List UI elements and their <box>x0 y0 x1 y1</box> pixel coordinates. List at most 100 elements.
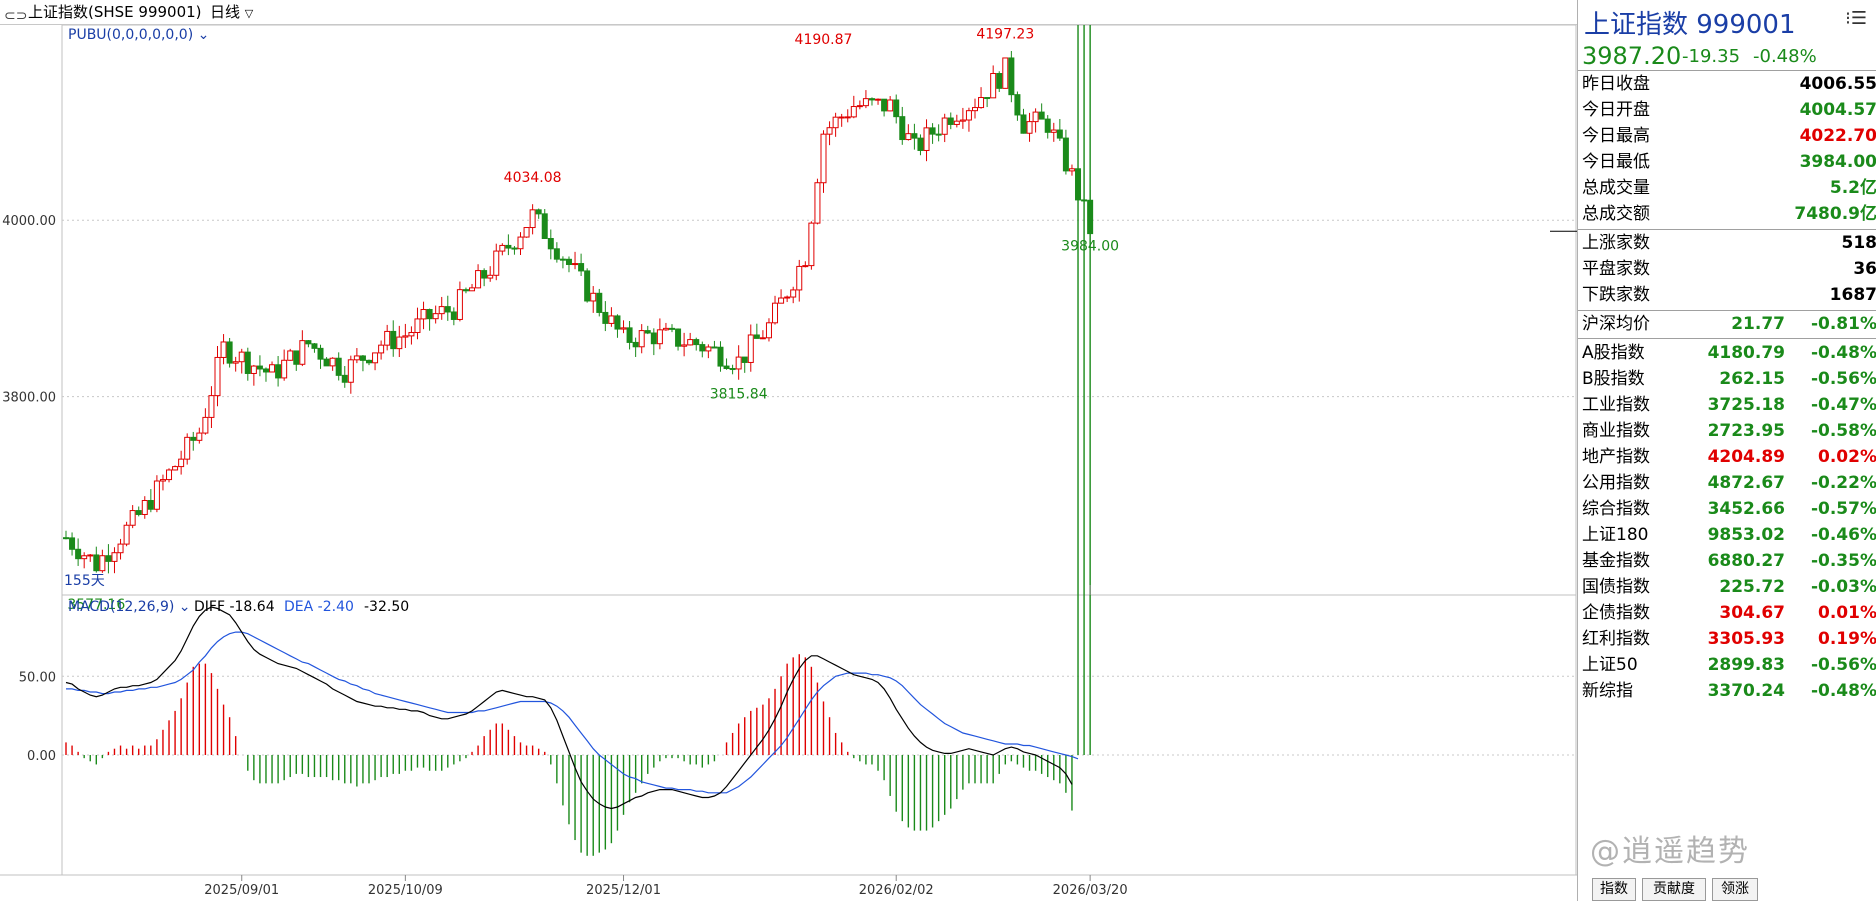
kline-y-tick-label: 4000.00 <box>2 214 56 229</box>
candle-body <box>269 364 276 373</box>
candle-body <box>741 356 748 363</box>
row-percent: -0.46% <box>1810 525 1876 545</box>
candle-body <box>765 322 772 339</box>
index-row: A股指数 4180.79 -0.48% <box>1578 340 1876 366</box>
candle-body <box>487 274 494 279</box>
breadth-row: 上涨家数 518 <box>1578 230 1876 256</box>
candle-body <box>723 365 730 370</box>
candle-body <box>335 357 342 376</box>
candle-body <box>984 97 991 100</box>
candle-body <box>1062 137 1069 172</box>
candle-body <box>353 355 360 361</box>
candle-body <box>105 555 112 562</box>
price-annotation: 3577.16 <box>67 597 125 613</box>
row-percent: -0.57% <box>1810 499 1876 519</box>
candle-body <box>438 306 445 315</box>
candle-body <box>735 356 742 370</box>
row-value: 5.2亿 <box>1829 178 1876 198</box>
kline-chart[interactable]: 4000.00 3800.00 4034.08 4190.87 4197.23 3815.… <box>0 25 1577 901</box>
row-value: 3452.66 <box>1707 499 1785 519</box>
candle-body <box>317 347 324 360</box>
candle-body <box>608 315 615 324</box>
row-label: 上证50 <box>1582 655 1638 675</box>
candle-body <box>620 327 627 330</box>
row-percent: -0.35% <box>1810 551 1876 571</box>
candle-body <box>711 346 718 349</box>
candle-body <box>517 236 524 250</box>
candle-body <box>184 436 191 460</box>
candle-body <box>359 355 366 361</box>
candle-body <box>681 344 688 347</box>
candle-body <box>893 99 900 118</box>
candle-body <box>941 117 948 135</box>
candle-body <box>462 289 469 292</box>
row-label: 企债指数 <box>1582 603 1650 623</box>
price-annotation: 3815.84 <box>710 387 768 403</box>
candle-body <box>153 480 160 510</box>
row-label: 今日开盘 <box>1582 100 1650 120</box>
candle-body <box>63 537 69 540</box>
row-label: 国债指数 <box>1582 577 1650 597</box>
candle-body <box>1014 94 1021 116</box>
candle-body <box>1008 57 1015 96</box>
candle-body <box>935 133 942 136</box>
candle-body <box>747 334 754 363</box>
candle-body <box>614 315 621 330</box>
link-icon[interactable]: ⊂⊃ <box>4 8 28 24</box>
candle-body <box>1020 114 1027 134</box>
candle-body <box>1032 111 1039 123</box>
macd-indicator-label: MACD(12,26,9) ⌄ <box>68 599 191 615</box>
candle-body <box>838 116 845 119</box>
candle-body <box>493 250 500 276</box>
candle-body <box>1050 129 1057 133</box>
index-row: 国债指数 225.72 -0.03% <box>1578 574 1876 600</box>
row-percent: -0.47% <box>1810 395 1876 415</box>
candle-body <box>311 343 318 349</box>
row-value: 9853.02 <box>1707 525 1785 545</box>
candle-body <box>959 119 966 122</box>
row-value: 3305.93 <box>1707 629 1785 649</box>
menu-icon[interactable]: ⁝☰ <box>1845 8 1867 29</box>
candle-body <box>414 318 421 334</box>
macd-diff-readout: DIFF -18.64 <box>194 599 275 615</box>
row-value: 6880.27 <box>1707 551 1785 571</box>
candle-body <box>202 416 209 434</box>
row-percent: 0.19% <box>1818 629 1876 649</box>
candle-body <box>123 524 130 545</box>
tab-contribution[interactable]: 贡献度 <box>1642 878 1706 901</box>
period-label: 日线 <box>210 3 241 21</box>
row-percent: -0.48% <box>1810 681 1876 701</box>
tab-leaders[interactable]: 领涨 <box>1712 878 1758 901</box>
period-selector[interactable]: 日线 ▽ <box>210 0 253 26</box>
candle-body <box>547 237 554 250</box>
candle-body <box>432 313 439 320</box>
candle-body <box>196 432 203 441</box>
stat-row: 今日最高 4022.70 <box>1578 123 1876 149</box>
row-label: 上证180 <box>1582 525 1649 545</box>
row-value: 3725.18 <box>1707 395 1785 415</box>
index-row: 上证180 9853.02 -0.46% <box>1578 522 1876 548</box>
candle-body <box>856 105 863 108</box>
kline-pane-frame <box>61 25 1577 596</box>
candle-body <box>220 341 227 358</box>
candle-body <box>323 358 330 367</box>
row-value: 4204.89 <box>1707 447 1785 467</box>
candle-body <box>250 365 257 374</box>
row-label: 公用指数 <box>1582 473 1650 493</box>
row-percent: -0.81% <box>1810 314 1876 334</box>
candle-body <box>511 247 518 250</box>
candle-body <box>923 127 930 151</box>
candle-body <box>553 248 560 260</box>
panel-separator <box>1578 229 1876 230</box>
candle-body <box>347 359 354 383</box>
candle-body <box>1002 57 1009 89</box>
candle-body <box>1038 111 1045 120</box>
candle-body <box>947 117 954 125</box>
candle-body <box>596 292 603 313</box>
row-percent: 0.01% <box>1818 603 1876 623</box>
security-title[interactable]: 上证指数(SHSE 999001) <box>28 3 202 21</box>
candle-body <box>656 329 663 345</box>
macd-value-readout: -32.50 <box>364 599 409 615</box>
candle-body <box>881 98 888 112</box>
tab-index[interactable]: 指数 <box>1592 878 1636 901</box>
